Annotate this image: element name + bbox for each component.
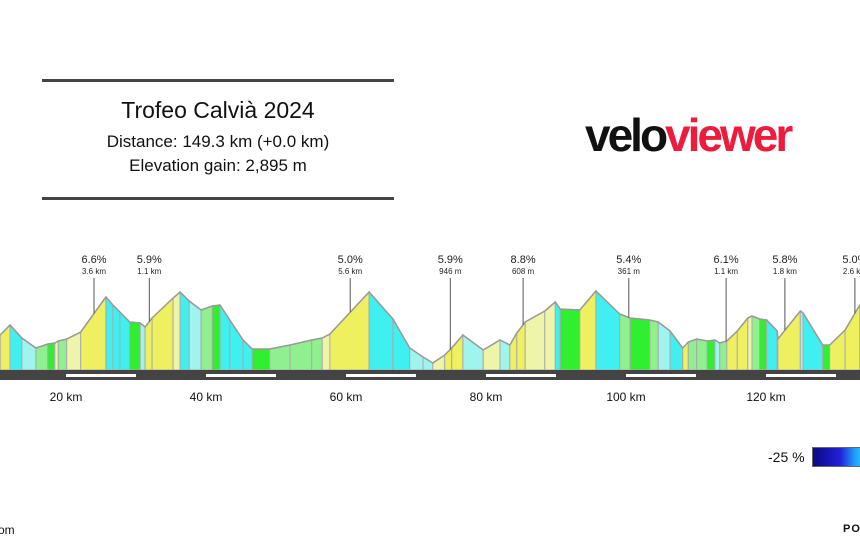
profile-segment xyxy=(751,315,761,371)
title-bottom-rule xyxy=(42,197,394,200)
profile-segment xyxy=(747,315,753,371)
profile-segment xyxy=(687,338,698,371)
profile-segment xyxy=(462,334,484,371)
climb-gradient-label: 5.9% xyxy=(137,254,162,266)
climb-length-label: 1.8 km xyxy=(773,267,797,276)
profile-segment xyxy=(139,321,146,371)
profile-segment xyxy=(759,318,768,371)
profile-segment xyxy=(579,289,597,371)
profile-segment xyxy=(736,316,749,371)
climb-length-label: 361 m xyxy=(618,267,641,276)
profile-segment xyxy=(229,318,244,371)
x-tick-label: 100 km xyxy=(606,390,645,404)
climb-gradient-label: 5.0% xyxy=(842,254,860,266)
climb-gradient-label: 8.8% xyxy=(511,254,536,266)
profile-segment xyxy=(368,290,394,371)
climb-gradient-label: 5.9% xyxy=(438,254,463,266)
profile-segment xyxy=(649,319,659,371)
profile-segment xyxy=(706,339,716,371)
profile-segment xyxy=(822,344,831,371)
profile-segment xyxy=(696,338,708,371)
profile-segment xyxy=(766,318,778,371)
distance-bar-stripe xyxy=(346,374,416,377)
profile-segment xyxy=(544,300,556,371)
climb-gradient-label: 5.4% xyxy=(616,254,641,266)
profile-segment xyxy=(172,290,181,371)
x-tick-label: 40 km xyxy=(190,390,223,404)
profile-segment xyxy=(211,304,221,371)
profile-segment xyxy=(112,303,121,371)
profile-segment xyxy=(105,295,114,371)
race-title: Trofeo Calvià 2024 xyxy=(121,97,315,123)
distance-bar-stripe xyxy=(486,374,556,377)
x-tick-label: 60 km xyxy=(330,390,363,404)
profile-segment xyxy=(179,290,190,371)
profile-segment xyxy=(829,328,846,371)
gradient-legend-bar xyxy=(812,447,860,467)
profile-segment xyxy=(451,333,464,371)
distance-bar-stripe xyxy=(206,374,276,377)
profile-segment xyxy=(311,337,323,371)
title-top-rule xyxy=(42,79,394,82)
profile-outline xyxy=(0,289,860,364)
profile-segment xyxy=(188,299,202,371)
distance-bar-stripe xyxy=(626,374,696,377)
profile-segment xyxy=(619,313,631,371)
profile-segment xyxy=(321,333,331,371)
distance-bar-stripe xyxy=(66,374,136,377)
distance-text: Distance: 149.3 km (+0.0 km) xyxy=(106,132,330,151)
profile-segment xyxy=(554,300,561,371)
climb-gradient-label: 6.6% xyxy=(81,254,106,266)
profile-segment xyxy=(629,317,651,371)
profile-segment xyxy=(0,323,11,371)
elevation-gain-text: Elevation gain: 2,895 m xyxy=(129,156,307,175)
profile-segment xyxy=(329,290,370,371)
profile-segment xyxy=(844,303,860,371)
footer-left-text: om xyxy=(0,523,15,537)
x-tick-label: 80 km xyxy=(470,390,503,404)
climb-length-label: 1.1 km xyxy=(714,267,738,276)
x-tick-label: 20 km xyxy=(50,390,83,404)
climb-length-label: 2.6 km xyxy=(843,267,860,276)
logo-velo: velo xyxy=(585,109,668,161)
profile-segment xyxy=(47,342,56,371)
profile-segment xyxy=(80,295,107,371)
climb-length-label: 3.6 km xyxy=(82,267,106,276)
profile-segment xyxy=(251,348,271,371)
profile-segment xyxy=(200,305,213,371)
profile-segment xyxy=(516,320,526,371)
profile-segment xyxy=(719,340,728,371)
veloviewer-logo: veloviewer xyxy=(585,109,793,161)
profile-segment xyxy=(669,329,684,371)
footer-powered-text: POW xyxy=(843,523,860,535)
profile-segment xyxy=(559,308,581,371)
profile-segment xyxy=(422,356,434,371)
climb-gradient-label: 5.0% xyxy=(338,254,363,266)
profile-segment xyxy=(409,347,424,371)
legend-min-label: -25 % xyxy=(768,449,805,465)
climb-length-label: 608 m xyxy=(512,267,535,276)
profile-segment xyxy=(714,339,721,371)
profile-segment xyxy=(129,321,141,371)
climb-length-label: 5.6 km xyxy=(338,267,362,276)
climb-gradient-label: 6.1% xyxy=(714,254,739,266)
distance-bar-stripe xyxy=(766,374,836,377)
profile-segment xyxy=(777,309,801,371)
x-tick-label: 120 km xyxy=(746,390,785,404)
climb-gradient-label: 5.8% xyxy=(772,254,797,266)
elevation-profile-chart: 20 km 40 km 60 km 80 km 100 km 120 km 6.6%3.6 … xyxy=(0,254,860,404)
profile-segment xyxy=(219,303,231,371)
logo-viewer: viewer xyxy=(665,109,793,161)
profile-segment xyxy=(57,338,68,371)
climb-length-label: 1.1 km xyxy=(137,267,161,276)
profile-segment xyxy=(54,340,59,371)
climb-length-label: 946 m xyxy=(439,267,462,276)
distance-bar xyxy=(0,370,860,380)
